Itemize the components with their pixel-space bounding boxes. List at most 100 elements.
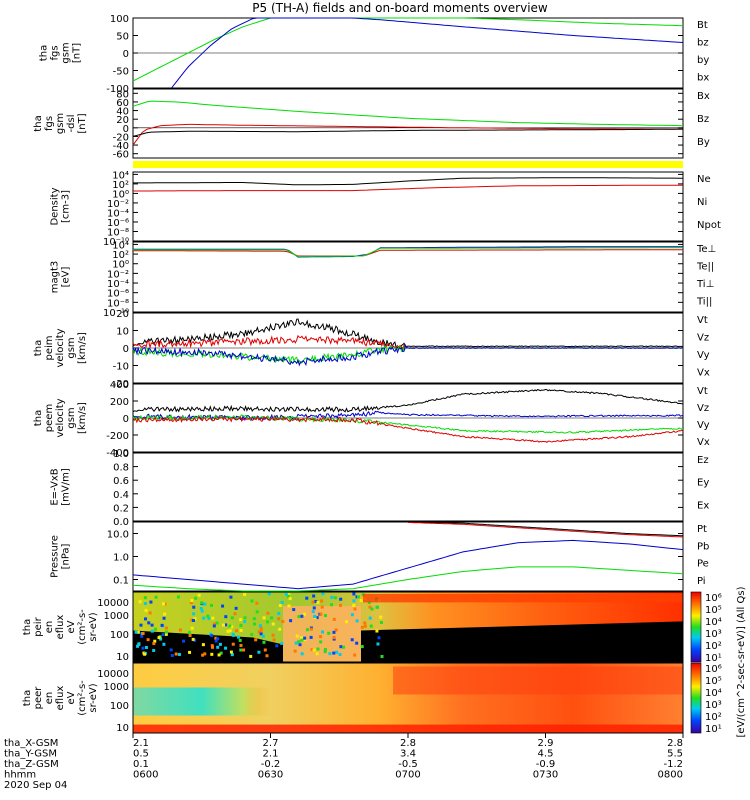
series-line-Ni xyxy=(133,177,683,186)
x-axis-value: 0600 xyxy=(133,770,158,781)
spectrogram-pixel xyxy=(350,613,354,617)
spectrogram-pixel xyxy=(200,601,204,605)
series-line-Ne xyxy=(133,184,683,192)
panel-fgs_a: thafgsgsm[nT] 100 50 0 -50 -100 Bt bz by bx xyxy=(39,14,710,95)
spectrogram-pixel xyxy=(139,623,143,627)
spectrogram-pixel xyxy=(280,601,284,605)
colorbar-tick-label: 10³ xyxy=(705,700,722,711)
spectrogram-pixel xyxy=(153,639,157,643)
spectrogram-pixel xyxy=(162,616,166,620)
spectrogram-pixel xyxy=(163,612,167,616)
spectrogram-pixel xyxy=(313,615,317,619)
spectrogram-pixel xyxy=(215,621,219,625)
ylabel-line: gsm xyxy=(55,113,66,134)
panel-ylabel: thapeimvelocitygsm[km/s] xyxy=(33,328,88,367)
spectrogram-pixel xyxy=(154,595,158,599)
ylabel-line: tha xyxy=(33,115,44,131)
ylabel-line: peer xyxy=(33,686,44,710)
y-tick-label: 10⁻⁶ xyxy=(107,289,129,300)
ylabel-line: tha xyxy=(22,619,33,635)
spectrogram-pixel xyxy=(200,609,204,613)
panel-pressure: Pressure[nPa] 10.0 1.0 0.1 Pt Pb Pe Pi xyxy=(50,521,709,592)
y-tick-label: 0 xyxy=(123,344,129,355)
ylabel-line: velocity xyxy=(55,398,66,437)
spectrogram-pixel xyxy=(339,645,343,649)
spectrogram-pixel xyxy=(332,617,336,621)
spectrogram-pixel xyxy=(287,593,291,597)
spectrogram-pixel xyxy=(319,635,323,639)
spectrogram-pixel xyxy=(153,627,157,631)
spectrogram-pixel xyxy=(249,654,253,658)
spectrogram-pixel xyxy=(293,649,297,653)
y-tick-label: 20 xyxy=(116,309,129,320)
spectrogram-pixel xyxy=(239,629,243,633)
spectrogram-pixel xyxy=(210,652,214,656)
spectrogram-pixel xyxy=(262,640,266,644)
ylabel-line: [eV] xyxy=(61,267,72,288)
ylabel-line: peim xyxy=(44,335,55,360)
spectrogram-pixel xyxy=(330,603,334,607)
colorbar-tick-label: 10¹ xyxy=(705,653,722,664)
legend-label: Bz xyxy=(697,114,709,125)
spectrogram-pixel xyxy=(257,630,261,634)
spectrogram-pixel xyxy=(262,616,266,620)
spectrogram-pixel xyxy=(141,631,145,635)
y-tick-label: 10⁰ xyxy=(112,260,129,271)
series-line-Vx xyxy=(132,343,684,367)
y-tick-label: 40 xyxy=(116,107,129,118)
series-line-Pb xyxy=(408,522,684,538)
spectrogram-pixel xyxy=(272,638,276,642)
spectrogram-pixel xyxy=(252,617,256,621)
legend-label: Pb xyxy=(697,541,709,552)
spectrogram-pixel xyxy=(217,653,221,657)
y-tick-label: 10⁴ xyxy=(112,240,129,251)
ylabel-line: eV xyxy=(66,691,77,704)
spectrogram-pixel xyxy=(355,619,359,623)
spectrogram-pixel xyxy=(150,623,154,627)
spectrogram-pixel xyxy=(277,612,281,616)
spectrogram-pixel xyxy=(138,600,142,604)
spectrogram-pixel xyxy=(370,607,374,611)
spectrogram-pixel xyxy=(315,616,319,620)
spectrogram-pixel xyxy=(254,638,258,642)
spectrogram-pixel xyxy=(190,618,194,622)
panel-temperature: magt3[eV]10⁴10²10⁰10⁻²10⁻⁴10⁻⁶10⁻⁸10⁻¹⁰T… xyxy=(50,240,717,319)
x-axis-value: 0.5 xyxy=(133,749,149,760)
spectrogram-pixel xyxy=(231,642,235,646)
colorbar xyxy=(690,662,702,734)
spectrogram-pixel xyxy=(299,636,303,640)
panel-frame xyxy=(132,591,684,663)
y-tick-label: 80 xyxy=(116,89,129,100)
panel-ylabel: thapeirenefluxeV(cm²-s-sr-eV) xyxy=(22,609,99,645)
panel-peir_spec: thapeirenefluxeV(cm²-s-sr-eV)10000100010… xyxy=(22,591,684,663)
spectrogram-pixel xyxy=(270,616,274,620)
spectrogram-pixel xyxy=(221,604,225,608)
colorbar-tick-label: 10⁵ xyxy=(705,605,722,616)
y-tick-label: 0.6 xyxy=(113,476,129,487)
legend-label: Vx xyxy=(697,368,710,379)
colorbar-tick-label: 10¹ xyxy=(705,724,722,735)
spectrogram-pixel xyxy=(363,621,367,625)
spectrogram-pixel xyxy=(224,623,228,627)
legend-label: Pi xyxy=(697,576,706,587)
spectrogram-pixel xyxy=(258,624,262,628)
legend-label: Bt xyxy=(697,20,708,31)
legend-label: By xyxy=(697,137,710,148)
ylabel-line: Density xyxy=(50,187,61,225)
spectrogram-pixel xyxy=(287,604,291,608)
colorbar-tick-label: 10⁵ xyxy=(705,676,722,687)
x-axis-value: 3.4 xyxy=(400,749,416,760)
spectrogram-pixel xyxy=(335,650,339,654)
x-axis-value: 0700 xyxy=(395,770,420,781)
spectrogram-pixel xyxy=(194,596,198,600)
spectrogram-pixel xyxy=(201,643,205,647)
panel-ylabel: thapeerenefluxeV(cm²-s-sr-eV) xyxy=(22,680,99,716)
series-line-Pt xyxy=(408,521,684,537)
series-line-Pi xyxy=(132,539,684,590)
spectrogram-pixel xyxy=(266,611,270,615)
spectrogram-pixel xyxy=(320,605,324,609)
panel-frame xyxy=(132,241,684,313)
legend-label: Vt xyxy=(697,386,708,397)
spectrogram-pixel xyxy=(360,645,364,649)
x-axis-row-label: tha_X-GSM xyxy=(4,738,58,749)
